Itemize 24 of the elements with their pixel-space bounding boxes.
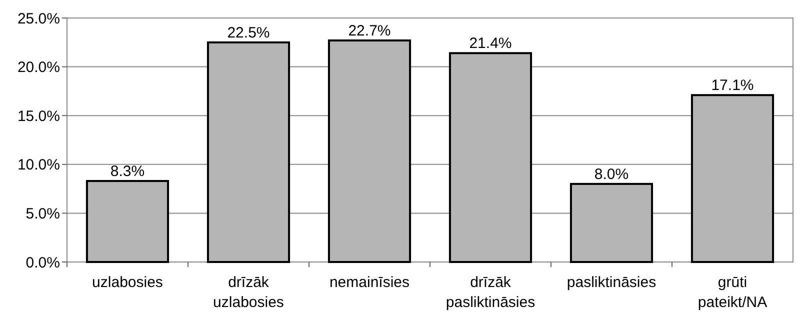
data-label: 8.0% bbox=[594, 166, 629, 183]
data-label: 22.7% bbox=[348, 22, 391, 40]
bar bbox=[86, 180, 170, 263]
y-tick-label: 25.0% bbox=[17, 10, 60, 28]
bar bbox=[328, 39, 412, 263]
x-tick-label: grūti pateikt/NA bbox=[698, 274, 768, 311]
y-tick-label: 0.0% bbox=[26, 254, 60, 272]
data-label: 8.3% bbox=[110, 162, 145, 180]
data-label: 22.5% bbox=[227, 24, 270, 42]
y-tick-label: 15.0% bbox=[17, 108, 60, 125]
y-tick-label: 20.0% bbox=[17, 59, 60, 76]
bar bbox=[570, 182, 654, 263]
bar bbox=[690, 94, 774, 263]
data-label: 17.1% bbox=[711, 77, 754, 94]
x-tick-label: uzlabosies bbox=[92, 274, 163, 291]
y-tick-label: 10.0% bbox=[17, 156, 60, 174]
bar bbox=[448, 52, 532, 263]
x-tick-label: drīzāk uzlabosies bbox=[213, 274, 284, 311]
x-tick-label: pasliktināsies bbox=[566, 274, 656, 291]
bar bbox=[206, 41, 290, 263]
x-tick-label: nemainīsies bbox=[329, 274, 410, 291]
data-label: 21.4% bbox=[469, 35, 512, 52]
x-tick-label: drīzāk pasliktināsies bbox=[446, 274, 536, 311]
y-tick-label: 5.0% bbox=[26, 205, 60, 222]
